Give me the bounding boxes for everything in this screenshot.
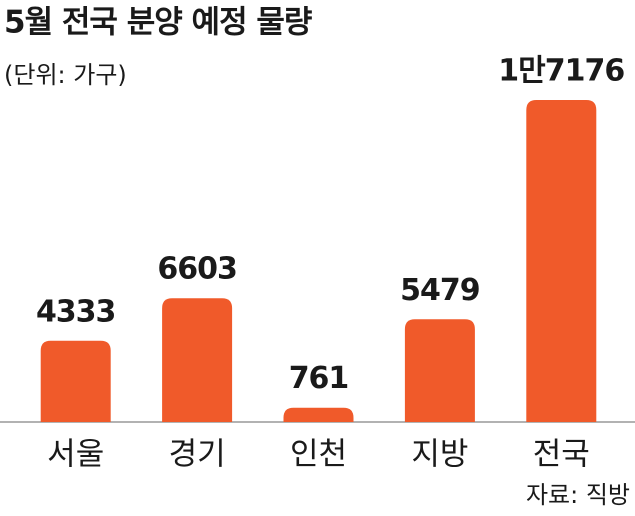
bar <box>526 100 597 422</box>
data-label: 5479 <box>400 273 480 308</box>
x-tick-label: 전국 <box>533 437 590 473</box>
x-tick-label: 서울 <box>47 437 104 473</box>
data-label: 6603 <box>157 252 237 287</box>
x-tick-label: 지방 <box>411 437 468 473</box>
bar <box>162 298 233 422</box>
source: 자료: 직방 <box>526 481 630 509</box>
bar <box>283 407 354 422</box>
data-label: 1만7176 <box>498 54 624 89</box>
data-label: 4333 <box>36 294 116 329</box>
bar <box>40 340 111 422</box>
x-tick-label: 경기 <box>169 437 226 473</box>
x-tick-label: 인천 <box>290 437 347 473</box>
chart-title: 5월 전국 분양 예정 물량 <box>4 5 312 41</box>
data-label: 761 <box>289 361 349 396</box>
chart-subtitle: (단위: 가구) <box>4 61 127 89</box>
bar <box>404 319 475 422</box>
